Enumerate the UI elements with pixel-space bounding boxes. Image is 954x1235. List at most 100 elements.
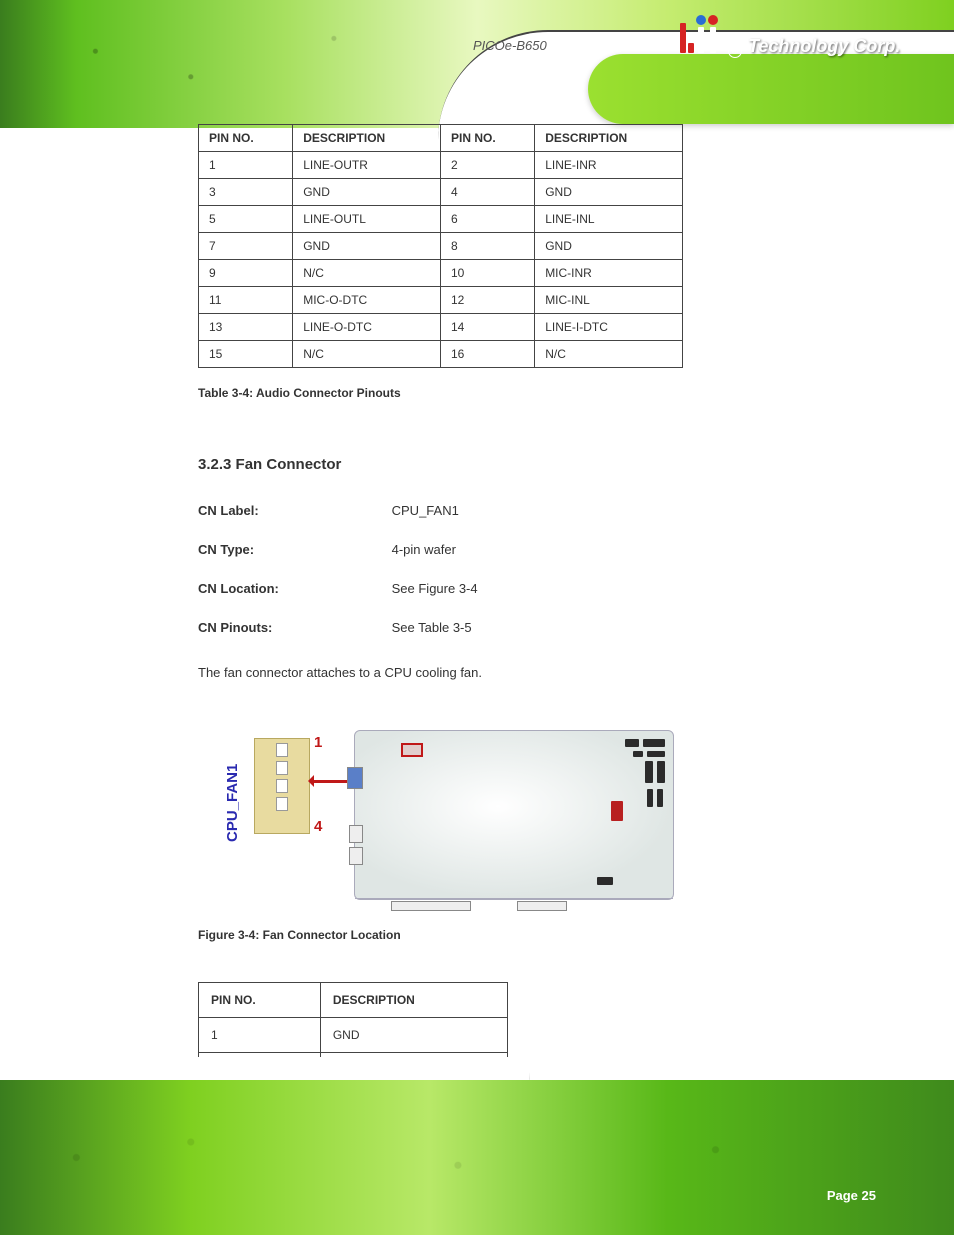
brand-name: Technology Corp. xyxy=(748,36,900,57)
table-cell: 11 xyxy=(199,287,293,314)
field-cn-label: CN Label: CPU_FAN1 xyxy=(198,503,738,518)
table-cell: MIC-O-DTC xyxy=(293,287,441,314)
table-cell: 1 xyxy=(199,152,293,179)
pin-number-bottom: 4 xyxy=(314,818,322,835)
board-chip xyxy=(625,739,639,747)
paragraph: The fan connector attaches to a CPU cool… xyxy=(198,665,738,680)
table-cell: LINE-O-DTC xyxy=(293,314,441,341)
table-header: DESCRIPTION xyxy=(320,983,507,1018)
field-key: CN Location: xyxy=(198,581,388,596)
table-cell: GND xyxy=(535,233,683,260)
table-cell: 16 xyxy=(440,341,534,368)
table-cell: 8 xyxy=(440,233,534,260)
table-cell: MIC-INL xyxy=(535,287,683,314)
table-cell: GND xyxy=(320,1018,507,1053)
table-cell: 2 xyxy=(440,152,534,179)
board-edge-slot xyxy=(391,901,471,911)
board-edge-slot xyxy=(517,901,567,911)
connector-pin xyxy=(276,797,288,811)
table-header: DESCRIPTION xyxy=(535,125,683,152)
field-value: CPU_FAN1 xyxy=(392,503,459,518)
table-row: 5LINE-OUTL6LINE-INL xyxy=(199,206,683,233)
board-chip xyxy=(597,877,613,885)
logo-bar xyxy=(680,23,686,53)
table-row: 15N/C16N/C xyxy=(199,341,683,368)
header-product-label: PICOe-B650 xyxy=(473,38,547,53)
footer-background xyxy=(0,1080,954,1235)
table-cell: 6 xyxy=(440,206,534,233)
table-cell: LINE-OUTL xyxy=(293,206,441,233)
board-chip xyxy=(657,789,663,807)
table-cell: 1 xyxy=(199,1018,321,1053)
connector-pin xyxy=(276,761,288,775)
logo-dot-red xyxy=(708,15,718,25)
table-header: DESCRIPTION xyxy=(293,125,441,152)
field-value: See Figure 3-4 xyxy=(392,581,478,596)
board-outline xyxy=(354,730,674,900)
table-cell: LINE-OUTR xyxy=(293,152,441,179)
table-caption: Table 3-4: Audio Connector Pinouts xyxy=(198,386,738,400)
field-key: CN Label: xyxy=(198,503,388,518)
table-row: 7GND8GND xyxy=(199,233,683,260)
table-cell: 5 xyxy=(199,206,293,233)
table-cell: MIC-INR xyxy=(535,260,683,287)
board-chip xyxy=(657,761,665,783)
connector-pin xyxy=(276,779,288,793)
board-port xyxy=(347,767,363,789)
connector-pin xyxy=(276,743,288,757)
table-cell: 7 xyxy=(199,233,293,260)
table-row: 3GND4GND xyxy=(199,179,683,206)
table-header: PIN NO. xyxy=(440,125,534,152)
table-cell: 12 xyxy=(440,287,534,314)
table-cell: N/C xyxy=(535,341,683,368)
section-number: 3.2.3 xyxy=(198,456,231,473)
pin-number-top: 1 xyxy=(314,734,322,751)
table-cell: 14 xyxy=(440,314,534,341)
table-cell: 9 xyxy=(199,260,293,287)
table-header: PIN NO. xyxy=(199,125,293,152)
table-row: 1GND xyxy=(199,1018,508,1053)
field-cn-type: CN Type: 4-pin wafer xyxy=(198,542,738,557)
field-key: CN Type: xyxy=(198,542,388,557)
registered-mark: ® xyxy=(728,44,742,58)
table-row: 9N/C10MIC-INR xyxy=(199,260,683,287)
figure-caption: Figure 3-4: Fan Connector Location xyxy=(198,928,738,942)
logo-dot-blue xyxy=(696,15,706,25)
table-cell: GND xyxy=(293,233,441,260)
table-cell: LINE-INR xyxy=(535,152,683,179)
highlighted-connector xyxy=(401,743,423,757)
section-heading: 3.2.3 Fan Connector xyxy=(198,456,738,473)
connector-label: CPU_FAN1 xyxy=(224,764,241,842)
table-cell: 4 xyxy=(440,179,534,206)
board-port xyxy=(349,847,363,865)
board-port xyxy=(349,825,363,843)
field-value: See Table 3-5 xyxy=(392,620,472,635)
table-cell: N/C xyxy=(293,260,441,287)
field-cn-location: CN Location: See Figure 3-4 xyxy=(198,581,738,596)
page-content: PIN NO. DESCRIPTION PIN NO. DESCRIPTION … xyxy=(198,120,738,1088)
logo xyxy=(680,15,736,61)
fan-connector-figure: CPU_FAN1 1 4 xyxy=(218,730,678,910)
board-chip xyxy=(647,751,665,757)
table-row: 11MIC-O-DTC12MIC-INL xyxy=(199,287,683,314)
audio-pinout-table: PIN NO. DESCRIPTION PIN NO. DESCRIPTION … xyxy=(198,124,683,368)
table-row: 13LINE-O-DTC14LINE-I-DTC xyxy=(199,314,683,341)
page-number: Page 25 xyxy=(827,1188,876,1203)
table-cell: N/C xyxy=(293,341,441,368)
board-chip xyxy=(647,789,653,807)
table-cell: GND xyxy=(535,179,683,206)
logo-bar xyxy=(688,43,694,53)
field-value: 4-pin wafer xyxy=(392,542,456,557)
logo-bar xyxy=(698,27,704,53)
section-title: Fan Connector xyxy=(236,456,342,473)
table-cell: LINE-INL xyxy=(535,206,683,233)
board-chip xyxy=(645,761,653,783)
table-cell: LINE-I-DTC xyxy=(535,314,683,341)
board-chip xyxy=(633,751,643,757)
field-key: CN Pinouts: xyxy=(198,620,388,635)
board-chip xyxy=(643,739,665,747)
table-row: 1LINE-OUTR2LINE-INR xyxy=(199,152,683,179)
table-cell: 13 xyxy=(199,314,293,341)
table-cell: 3 xyxy=(199,179,293,206)
table-cell: 10 xyxy=(440,260,534,287)
